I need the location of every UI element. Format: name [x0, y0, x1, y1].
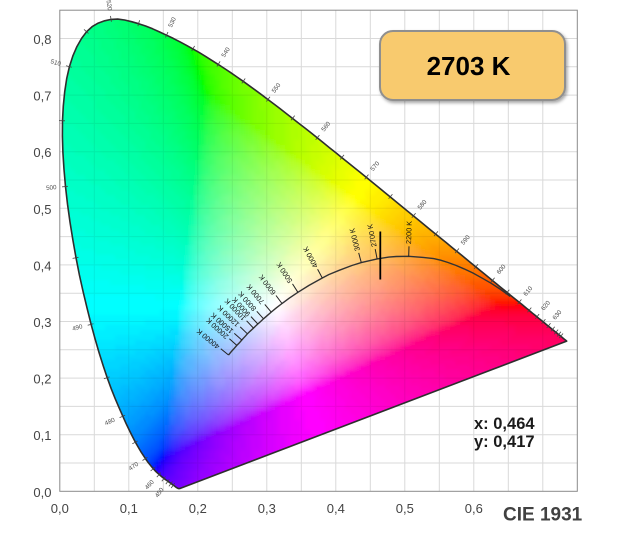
svg-text:530: 530 [167, 16, 178, 29]
svg-text:0,8: 0,8 [33, 32, 51, 47]
svg-text:2703 K: 2703 K [427, 51, 511, 81]
svg-text:0,5: 0,5 [33, 202, 51, 217]
svg-text:0,2: 0,2 [189, 501, 207, 516]
svg-text:520: 520 [105, 0, 114, 12]
svg-text:510: 510 [50, 58, 62, 68]
svg-text:470: 470 [128, 461, 141, 473]
svg-text:0,0: 0,0 [51, 501, 69, 516]
svg-text:0,4: 0,4 [33, 258, 51, 273]
svg-text:0,7: 0,7 [33, 89, 51, 104]
svg-text:0,1: 0,1 [120, 501, 138, 516]
svg-text:480: 480 [104, 416, 117, 427]
svg-text:0,6: 0,6 [465, 501, 483, 516]
svg-text:0,3: 0,3 [33, 315, 51, 330]
svg-text:CIE 1931: CIE 1931 [503, 505, 583, 526]
svg-text:490: 490 [72, 323, 84, 333]
svg-text:2700 K: 2700 K [365, 223, 378, 248]
svg-text:540: 540 [220, 46, 232, 59]
svg-text:0,6: 0,6 [33, 145, 51, 160]
svg-text:2200 K: 2200 K [404, 221, 414, 245]
svg-text:500: 500 [46, 184, 58, 192]
svg-text:0,3: 0,3 [258, 501, 276, 516]
svg-text:0,1: 0,1 [33, 428, 51, 443]
svg-text:0,2: 0,2 [33, 372, 51, 387]
svg-text:y: 0,417: y: 0,417 [474, 433, 535, 451]
svg-text:0,4: 0,4 [327, 501, 345, 516]
svg-text:0,0: 0,0 [33, 485, 51, 500]
svg-text:x: 0,464: x: 0,464 [474, 415, 535, 433]
svg-text:0,5: 0,5 [396, 501, 414, 516]
